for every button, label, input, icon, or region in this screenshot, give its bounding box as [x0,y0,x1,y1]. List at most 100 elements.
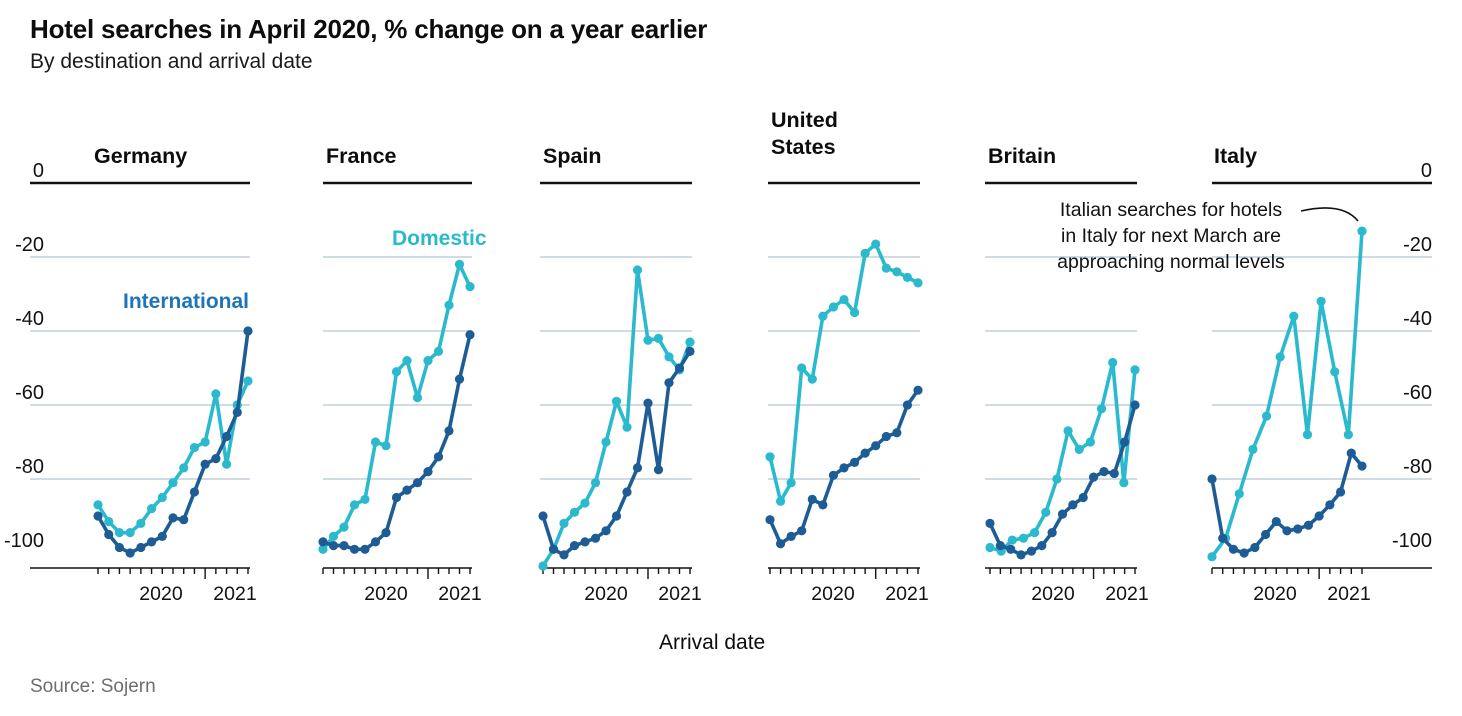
domestic-marker [1330,367,1340,377]
y-axis-label-left: -40 [15,308,44,330]
annotation-line-1: Italian searches for hotels [1059,199,1283,221]
x-axis-year-label: 2020 [364,583,408,605]
international-marker [1109,468,1119,479]
domestic-marker [1096,404,1107,414]
international-marker [786,531,796,541]
international-marker [1314,511,1324,521]
international-marker [465,330,475,340]
domestic-marker [580,498,590,508]
domestic-marker [538,561,548,571]
x-axis-year-label: 2020 [811,583,855,605]
international-marker [318,537,328,547]
international-marker [1130,400,1140,410]
annotation-line-2: in Italy for next March are [1060,225,1281,247]
domestic-marker [1275,352,1285,362]
domestic-marker [125,528,135,538]
domestic-marker [423,356,433,366]
international-marker [423,467,433,477]
domestic-marker [93,500,103,510]
international-marker [454,374,465,384]
international-marker [221,431,232,442]
y-axis-label-left: -20 [15,234,44,256]
domestic-marker [1085,437,1095,447]
x-axis-year-label: 2021 [1327,583,1371,605]
domestic-marker [402,356,412,366]
domestic-marker [318,544,328,554]
domestic-marker [892,267,902,277]
international-marker [1250,542,1260,553]
y-axis-label-left: -60 [15,382,44,404]
domestic-marker [179,463,189,473]
international-marker [580,537,590,547]
international-marker [1120,437,1130,447]
international-marker [433,452,444,462]
domestic-marker [444,300,454,310]
international-marker [1346,448,1356,458]
international-marker [632,463,643,473]
domestic-marker [632,265,643,275]
domestic-marker [189,442,200,453]
international-marker [381,528,391,538]
panel-title-france: France [326,144,397,168]
domestic-marker [104,516,114,527]
domestic-marker [569,507,580,517]
domestic-marker [370,437,381,447]
domestic-marker [1207,552,1217,562]
domestic-marker [360,494,370,504]
domestic-marker [839,294,849,305]
domestic-marker [1302,430,1313,440]
domestic-marker [391,367,402,377]
domestic-marker [168,478,178,488]
domestic-marker [559,518,569,529]
international-line-italy [1210,451,1364,555]
international-marker [1078,492,1088,503]
international-marker [913,385,923,395]
panel-title-spain: Spain [543,144,602,168]
international-marker [995,541,1005,551]
international-marker [797,526,807,536]
domestic-marker [653,333,664,343]
international-marker [674,363,685,373]
international-marker [402,485,412,495]
domestic-marker [1007,535,1017,545]
series-label-international: International [123,290,250,313]
international-marker [775,539,786,549]
international-marker [538,511,548,521]
international-marker [1218,533,1228,543]
domestic-marker [328,531,339,541]
domestic-marker [1343,430,1353,440]
domestic-marker [913,278,923,288]
international-marker [328,541,339,551]
domestic-marker [339,522,349,532]
domestic-marker [1289,311,1299,321]
domestic-marker [1063,426,1073,436]
international-marker [349,544,360,554]
chart-subtitle: By destination and arrival date [30,50,313,73]
international-line-britain [988,403,1137,557]
x-axis-year-label: 2020 [1031,583,1075,605]
international-marker [590,533,601,543]
international-marker [849,457,860,467]
international-marker [370,537,381,547]
domestic-marker [381,441,391,451]
domestic-marker [1234,489,1244,499]
international-marker [444,426,454,436]
y-axis-label-right: -40 [1403,308,1432,330]
international-marker [548,544,559,554]
annotation-italy: Italian searches for hotels in Italy for… [1020,197,1322,275]
international-marker [391,492,402,503]
international-marker [1303,520,1314,530]
annotation-connector [1300,207,1359,222]
international-marker [1325,500,1335,510]
domestic-marker [871,239,881,249]
y-axis-label-right: -80 [1403,456,1432,478]
international-marker [643,398,653,408]
domestic-line-italy [1210,229,1364,559]
domestic-line-united-states [768,242,920,504]
international-marker [1271,516,1281,527]
y-axis-label-left: -80 [15,456,44,478]
domestic-marker [622,422,632,432]
domestic-marker [157,492,167,503]
international-marker [1335,487,1346,497]
y-axis-label-left: -100 [3,530,44,552]
